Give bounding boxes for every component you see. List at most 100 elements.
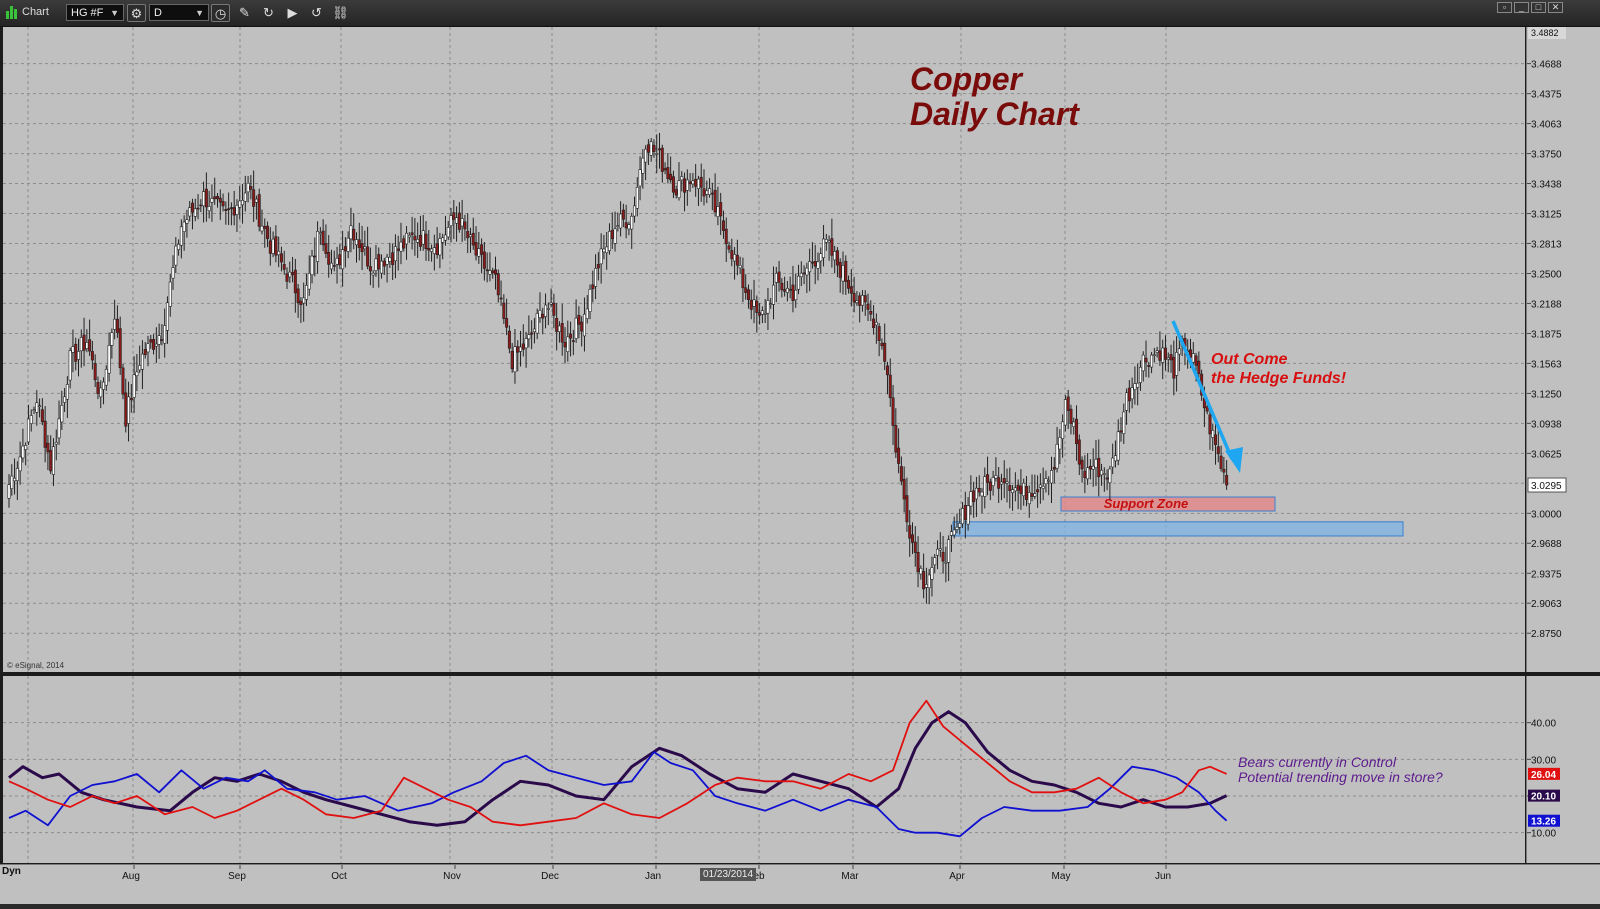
candle-up (613, 228, 617, 244)
candle-up (1136, 382, 1140, 388)
ind-last-box (1528, 767, 1560, 780)
price-axis-labels: 2.8750 2.9063 2.9375 2.9688 3.0000 3.0625 3.09… (1527, 27, 1567, 640)
close-window-button[interactable]: ✕ (1548, 2, 1563, 13)
candle-up (407, 235, 411, 238)
candle-down (694, 178, 698, 187)
candle-down (274, 236, 278, 256)
candle-up (1125, 392, 1129, 411)
candle-up (944, 561, 948, 564)
candle-up (302, 297, 306, 304)
candle-down (338, 254, 342, 266)
candle-up (805, 267, 809, 276)
candle-down (480, 244, 484, 255)
candle-up (329, 262, 333, 270)
candle-up (860, 295, 864, 306)
candle-up (774, 273, 778, 283)
candle-down (580, 321, 584, 332)
price-tick-label: 3.4375 (1531, 90, 1562, 101)
candle-up (974, 487, 978, 500)
down-arrow-annotation (1171, 320, 1243, 473)
candle-down (516, 346, 520, 353)
candle-up (527, 334, 531, 340)
indicator-note-annotation: Bears currently in Control Potential tre… (1238, 754, 1443, 785)
indicator-chart[interactable] (3, 676, 1525, 863)
candle-down (977, 488, 981, 493)
candle-up (185, 219, 189, 224)
candle-down (357, 239, 361, 248)
indicator-series-line-2 (8, 699, 1227, 827)
interval-select[interactable]: D ▼ (149, 4, 209, 21)
candle-down (791, 284, 795, 301)
candle-down (90, 351, 94, 361)
candle-up (68, 350, 72, 381)
settings-icon[interactable]: ⚙ (127, 4, 146, 22)
price-tick-label: 2.9063 (1531, 599, 1562, 610)
candle-up (557, 325, 561, 332)
candle-down (710, 192, 714, 195)
candle-up (763, 313, 767, 315)
candle-up (354, 239, 358, 246)
candle-up (936, 548, 940, 556)
candle-down (285, 273, 289, 282)
candle-down (149, 339, 153, 343)
candle-up (574, 317, 578, 339)
candle-down (838, 261, 842, 278)
candle-up (179, 226, 183, 246)
candle-down (1083, 470, 1087, 479)
link-icon[interactable]: ⛓ (332, 5, 349, 20)
dyn-mode-label[interactable]: Dyn (2, 866, 21, 877)
maximize-window-button[interactable]: □ (1531, 2, 1546, 13)
candle-down (741, 268, 745, 289)
candle-down (1119, 430, 1123, 433)
price-tick-label: 3.0625 (1531, 449, 1562, 460)
candle-down (1172, 357, 1176, 379)
clock-icon[interactable]: ◷ (211, 4, 230, 22)
price-axis[interactable]: 2.8750 2.9063 2.9375 2.9688 3.0000 3.0625 3.09… (1526, 27, 1600, 672)
candle-up (760, 310, 764, 315)
candle-up (919, 568, 923, 575)
candle-up (966, 505, 970, 525)
refresh-icon[interactable]: ↻ (263, 5, 274, 20)
candle-up (246, 182, 250, 193)
candle-up (193, 208, 197, 217)
price-tick-label: 2.8750 (1531, 629, 1562, 640)
pencil-icon[interactable]: ✎ (239, 5, 250, 20)
candle-up (71, 346, 75, 353)
time-tick-label: Feb (747, 871, 765, 882)
candle-up (1055, 443, 1059, 469)
candle-down (343, 246, 347, 252)
ind-last-label: 13.26 (1531, 817, 1556, 828)
candle-down (279, 253, 283, 263)
candle-down (744, 287, 748, 293)
candle-up (685, 179, 689, 191)
replay-icon[interactable]: ↺ (311, 5, 322, 20)
candle-up (630, 215, 634, 230)
price-panel[interactable]: Support Zone (3, 27, 1525, 672)
candle-down (688, 181, 692, 185)
play-icon[interactable]: ▶ (287, 5, 298, 20)
minimize-window-button[interactable]: _ (1514, 2, 1529, 13)
candle-up (822, 238, 826, 258)
candle-down (229, 207, 233, 209)
candle-down (1205, 406, 1209, 412)
candle-down (471, 232, 475, 246)
candle-down (160, 339, 164, 341)
time-axis[interactable]: Aug Sep Oct Nov Dec Jan Feb Mar Apr May Jun (0, 864, 1600, 904)
candle-down (1019, 485, 1023, 494)
candle-down (866, 303, 870, 310)
candle-down (46, 442, 50, 453)
candle-down (972, 490, 976, 503)
time-axis-labels: Aug Sep Oct Nov Dec Jan Feb Mar Apr May Jun (122, 865, 1171, 882)
candle-up (1133, 383, 1137, 390)
candle-up (385, 256, 389, 265)
symbol-select[interactable]: HG #F ▼ (66, 4, 124, 21)
candle-up (85, 342, 89, 349)
candle-up (432, 247, 436, 254)
candle-down (746, 289, 750, 300)
price-chart[interactable]: Support Zone (3, 27, 1525, 672)
indicator-panel[interactable] (3, 676, 1525, 863)
candle-up (607, 231, 611, 251)
candle-up (1155, 350, 1159, 353)
restore-window-button[interactable]: ▫ (1497, 2, 1512, 13)
